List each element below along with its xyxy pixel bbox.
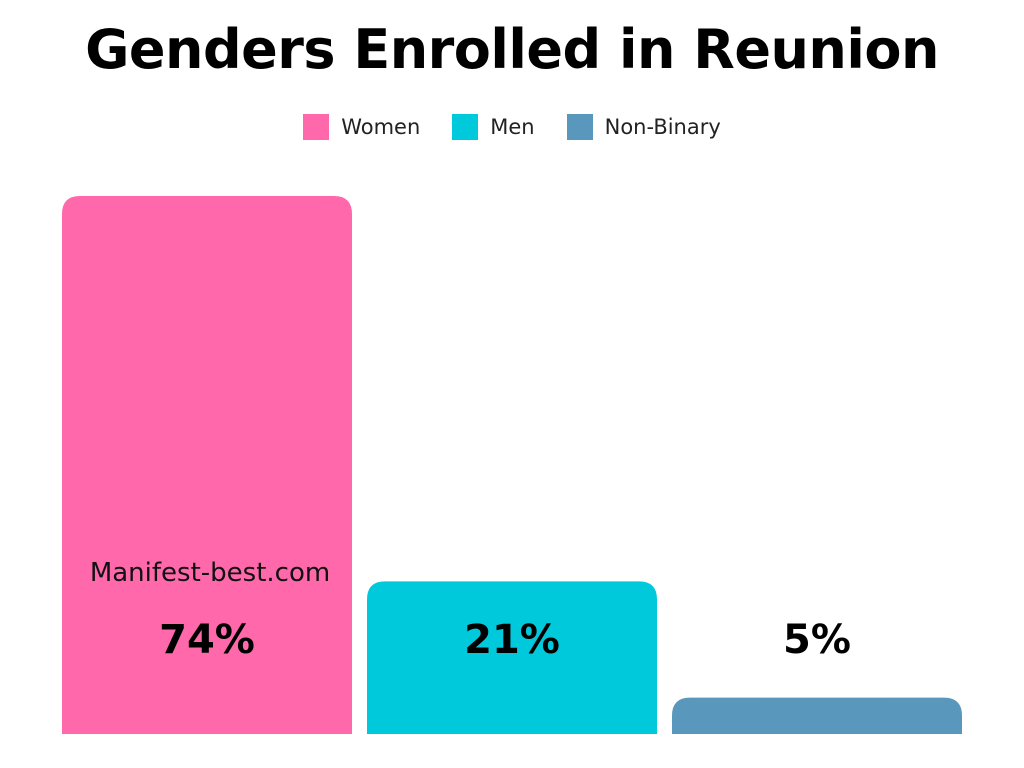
value-label-women: 74% <box>159 617 255 663</box>
legend-item-women: Women <box>303 114 420 140</box>
legend-label: Women <box>341 115 421 139</box>
legend-label: Non-Binary <box>604 115 721 139</box>
bar-non-binary <box>672 697 962 734</box>
legend: Women Men Non-Binary <box>0 114 1024 140</box>
bars-layer <box>62 196 962 734</box>
watermark-text: Manifest-best.com <box>90 558 330 588</box>
bar-women <box>62 196 352 734</box>
legend-swatch <box>452 114 479 140</box>
legend-item-non-binary: Non-Binary <box>566 114 721 140</box>
legend-label: Men <box>490 115 535 139</box>
value-label-non-binary: 5% <box>783 617 851 663</box>
legend-swatch <box>303 114 330 140</box>
value-label-men: 21% <box>464 617 560 663</box>
legend-item-men: Men <box>452 114 535 140</box>
value-labels-layer: 74% 21% 5% <box>159 617 851 663</box>
chart-title: Genders Enrolled in Reunion <box>85 18 939 81</box>
bar-men <box>367 581 657 734</box>
legend-swatch <box>566 114 593 140</box>
